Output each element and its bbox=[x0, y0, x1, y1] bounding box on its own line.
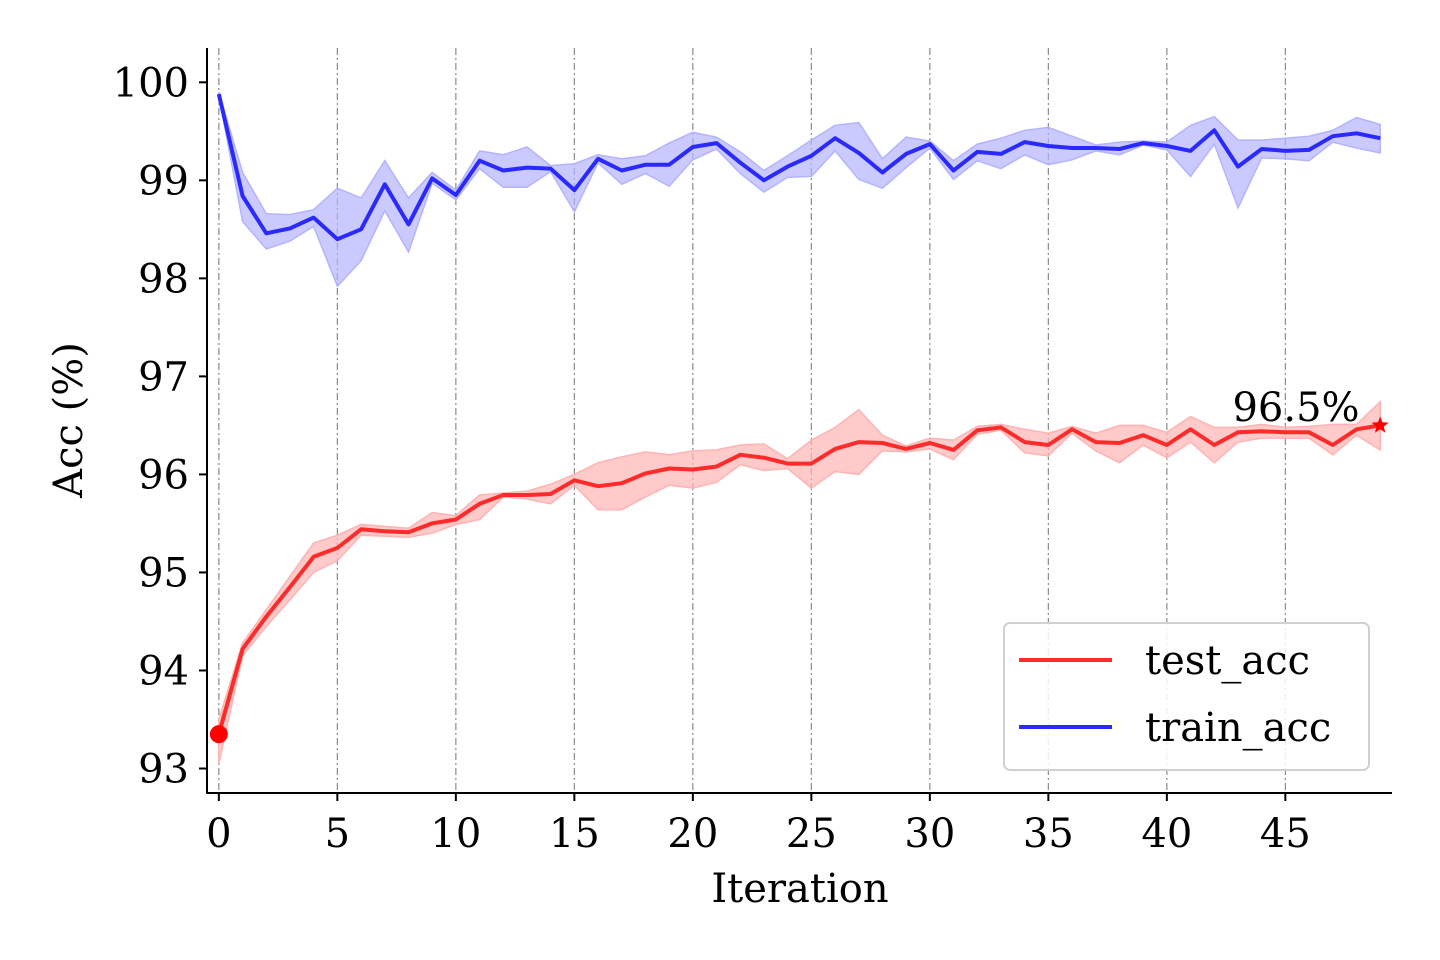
x-tick-label-0: 0 bbox=[206, 811, 231, 857]
end-marker-star bbox=[1371, 416, 1389, 433]
legend: test_acc train_acc bbox=[1003, 622, 1370, 771]
y-tick-label-100: 100 bbox=[113, 60, 189, 106]
confidence-bands bbox=[218, 91, 1381, 764]
x-tick-label-30: 30 bbox=[904, 811, 955, 857]
x-axis-title: Iteration bbox=[711, 866, 888, 912]
x-tick-label-20: 20 bbox=[667, 811, 718, 857]
x-tick-label-35: 35 bbox=[1023, 811, 1074, 857]
band-test_acc bbox=[218, 400, 1381, 764]
x-tick-label-45: 45 bbox=[1260, 811, 1311, 857]
x-tick-label-15: 15 bbox=[549, 811, 600, 857]
y-tick-label-93: 93 bbox=[138, 746, 189, 792]
legend-label-train-acc: train_acc bbox=[1145, 705, 1331, 751]
x-tick-label-10: 10 bbox=[430, 811, 481, 857]
y-axis-title: Acc (%) bbox=[46, 342, 92, 499]
start-marker-dot bbox=[209, 725, 228, 744]
y-tick-label-96: 96 bbox=[138, 452, 189, 498]
tick-labels: 0 5 10 15 20 25 30 35 40 45 93 94 95 96 97 98 99 100 bbox=[113, 60, 1311, 857]
x-tick-label-40: 40 bbox=[1141, 811, 1192, 857]
y-tick-label-97: 97 bbox=[138, 354, 189, 400]
markers bbox=[209, 416, 1389, 744]
legend-label-test-acc: test_acc bbox=[1145, 638, 1310, 684]
y-tick-label-94: 94 bbox=[138, 648, 189, 694]
line-train_acc bbox=[216, 93, 1381, 242]
y-tick-label-95: 95 bbox=[138, 550, 189, 596]
y-tick-label-98: 98 bbox=[138, 256, 189, 302]
band-train_acc bbox=[218, 91, 1381, 288]
line-test_acc bbox=[216, 423, 1381, 735]
final-value-annotation: 96.5% bbox=[1232, 385, 1359, 431]
series-lines bbox=[216, 93, 1381, 735]
axes bbox=[199, 48, 1392, 801]
y-tick-label-99: 99 bbox=[138, 158, 189, 204]
x-tick-label-5: 5 bbox=[325, 811, 350, 857]
x-tick-label-25: 25 bbox=[786, 811, 837, 857]
